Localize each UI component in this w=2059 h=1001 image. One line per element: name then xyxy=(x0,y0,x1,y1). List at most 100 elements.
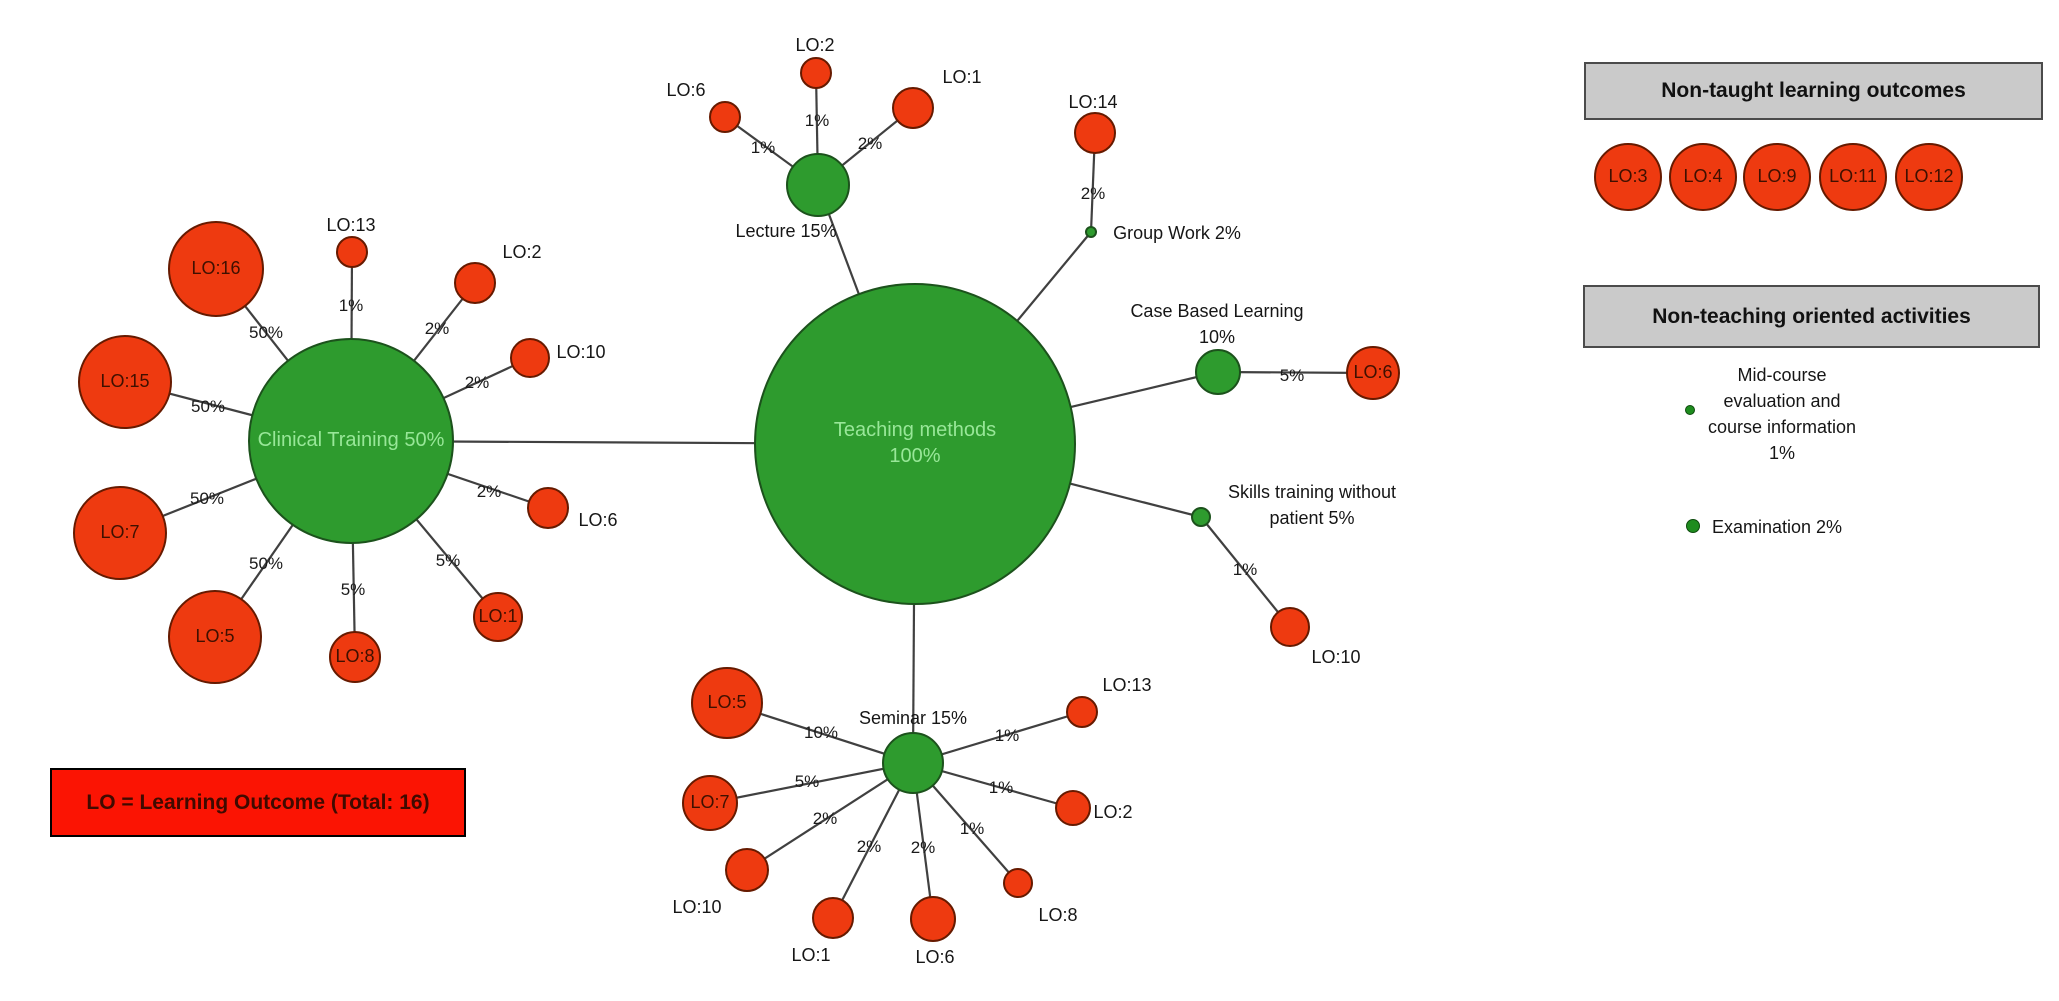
edge-line-seminar-lo7 xyxy=(709,761,914,805)
ct-lo2-label: LO:2 xyxy=(502,241,542,262)
sem-lo10-label: LO:10 xyxy=(672,896,722,917)
edge-percent-label-clinical-lo5: 50% xyxy=(248,554,284,573)
cbl-lo6-label: LO:6 xyxy=(1353,362,1393,383)
nt-lo4-circle: LO:4 xyxy=(1669,143,1737,211)
ct-lo16-label: LO:16 xyxy=(191,258,241,279)
ct-lo5-circle: LO:5 xyxy=(168,590,262,684)
ct-lo7-label: LO:7 xyxy=(100,522,140,543)
edge-percent-label-clinical-lo1: 5% xyxy=(435,551,461,570)
sem-lo10-circle xyxy=(725,848,769,892)
nt-lo3-circle: LO:3 xyxy=(1594,143,1662,211)
legend-box: LO = Learning Outcome (Total: 16) xyxy=(50,768,466,837)
edge-percent-label-clinical-lo8: 5% xyxy=(340,580,366,599)
sem-lo13-label: LO:13 xyxy=(1102,674,1152,695)
st-lo10-circle xyxy=(1270,607,1310,647)
case-based-learning-circle xyxy=(1195,349,1241,395)
seminar-label: Seminar 15% xyxy=(858,707,968,728)
lec-lo6-label: LO:6 xyxy=(666,79,706,100)
ct-lo10-label: LO:10 xyxy=(556,341,606,362)
ct-lo15-label: LO:15 xyxy=(100,371,150,392)
sem-lo1-circle xyxy=(812,897,854,939)
gw-lo14-label: LO:14 xyxy=(1068,91,1118,112)
edge-percent-label-seminar-lo1: 2% xyxy=(856,837,882,856)
nt-lo3-label: LO:3 xyxy=(1608,166,1648,187)
ct-lo8-label: LO:8 xyxy=(335,646,375,667)
ct-lo1-circle: LO:1 xyxy=(473,592,523,642)
st-lo10-label: LO:10 xyxy=(1311,646,1361,667)
nt-lo11-circle: LO:11 xyxy=(1819,143,1887,211)
edge-percent-label-clinical-lo16: 50% xyxy=(248,323,284,342)
sem-lo6-label: LO:6 xyxy=(915,946,955,967)
lec-lo2-label: LO:2 xyxy=(795,34,835,55)
ct-lo16-circle: LO:16 xyxy=(168,221,264,317)
lecture-circle xyxy=(786,153,850,217)
edge-percent-label-seminar-lo8: 1% xyxy=(959,819,985,838)
non-teaching-panel-title: Non-teaching oriented activities xyxy=(1652,304,1971,328)
edge-percent-label-clinical-lo13: 1% xyxy=(338,296,364,315)
nt-lo4-label: LO:4 xyxy=(1683,166,1723,187)
teaching-methods-circle: Teaching methods 100% xyxy=(754,283,1076,605)
skills-training-label: Skills training without patient 5% xyxy=(1227,481,1397,528)
group-work-label: Group Work 2% xyxy=(1113,222,1241,243)
group-work-circle xyxy=(1085,226,1097,238)
sem-lo6-circle xyxy=(910,896,956,942)
cbl-lo6-circle: LO:6 xyxy=(1346,346,1400,400)
edge-percent-label-clinical-lo6: 2% xyxy=(476,482,502,501)
mid-course-evaluation-dot xyxy=(1685,405,1695,415)
edge-percent-label-seminar-lo6: 2% xyxy=(910,838,936,857)
sem-lo5-circle: LO:5 xyxy=(691,667,763,739)
sem-lo5-label: LO:5 xyxy=(707,692,747,713)
edge-percent-label-clinical-lo15: 50% xyxy=(190,397,226,416)
edge-percent-label-lecture-lo6: 1% xyxy=(750,138,776,157)
nt-lo9-circle: LO:9 xyxy=(1743,143,1811,211)
ct-lo8-circle: LO:8 xyxy=(329,631,381,683)
ct-lo10-circle xyxy=(510,338,550,378)
sem-lo8-label: LO:8 xyxy=(1038,904,1078,925)
lec-lo1-circle xyxy=(892,87,934,129)
sem-lo2-circle xyxy=(1055,790,1091,826)
skills-training-circle xyxy=(1191,507,1211,527)
lec-lo1-label: LO:1 xyxy=(942,66,982,87)
edge-percent-label-seminar-lo10: 2% xyxy=(812,809,838,828)
ct-lo6-label: LO:6 xyxy=(578,509,618,530)
edge-percent-label-seminar-lo13: 1% xyxy=(994,726,1020,745)
examination-label: Examination 2% xyxy=(1711,516,1843,537)
sem-lo8-circle xyxy=(1003,868,1033,898)
clinical-training-label: Clinical Training 50% xyxy=(257,429,445,452)
lec-lo6-circle xyxy=(709,101,741,133)
seminar-circle xyxy=(882,732,944,794)
ct-lo15-circle: LO:15 xyxy=(78,335,172,429)
edge-percent-label-clinical-lo7: 50% xyxy=(189,489,225,508)
sem-lo2-label: LO:2 xyxy=(1093,801,1133,822)
ct-lo13-circle xyxy=(336,236,368,268)
edge-percent-label-seminar-lo2: 1% xyxy=(988,778,1014,797)
non-taught-panel-title: Non-taught learning outcomes xyxy=(1661,79,1966,102)
nt-lo11-label: LO:11 xyxy=(1829,166,1877,187)
teaching-methods-label: Teaching methods 100% xyxy=(833,419,997,467)
sem-lo13-circle xyxy=(1066,696,1098,728)
nt-lo9-label: LO:9 xyxy=(1757,166,1797,187)
ct-lo13-label: LO:13 xyxy=(326,214,376,235)
edge-percent-label-clinical-lo10: 2% xyxy=(464,373,490,392)
sem-lo7-circle: LO:7 xyxy=(682,775,738,831)
clinical-training-circle: Clinical Training 50% xyxy=(248,338,454,544)
sem-lo1-label: LO:1 xyxy=(791,944,831,965)
ct-lo1-label: LO:1 xyxy=(478,606,518,627)
edge-percent-label-cbl-lo6-edge: 5% xyxy=(1279,366,1305,385)
sem-lo7-label: LO:7 xyxy=(690,792,730,813)
mid-course-evaluation-label: Mid-course evaluation and course informati… xyxy=(1707,364,1857,464)
ct-lo6-circle xyxy=(527,487,569,529)
edge-percent-label-lecture-lo1: 2% xyxy=(857,134,883,153)
non-teaching-panel-header: Non-teaching oriented activities xyxy=(1583,285,2040,348)
nt-lo12-circle: LO:12 xyxy=(1895,143,1963,211)
edge-percent-label-seminar-lo7: 5% xyxy=(794,772,820,791)
ct-lo5-label: LO:5 xyxy=(195,626,235,647)
edge-line-skills-lo10 xyxy=(1200,516,1291,628)
case-based-learning-label: Case Based Learning 10% xyxy=(1130,300,1304,347)
ct-lo7-circle: LO:7 xyxy=(73,486,167,580)
edge-percent-label-skills-lo10: 1% xyxy=(1232,560,1258,579)
non-taught-panel-header: Non-taught learning outcomes xyxy=(1584,62,2043,120)
legend-label: LO = Learning Outcome (Total: 16) xyxy=(86,790,430,814)
